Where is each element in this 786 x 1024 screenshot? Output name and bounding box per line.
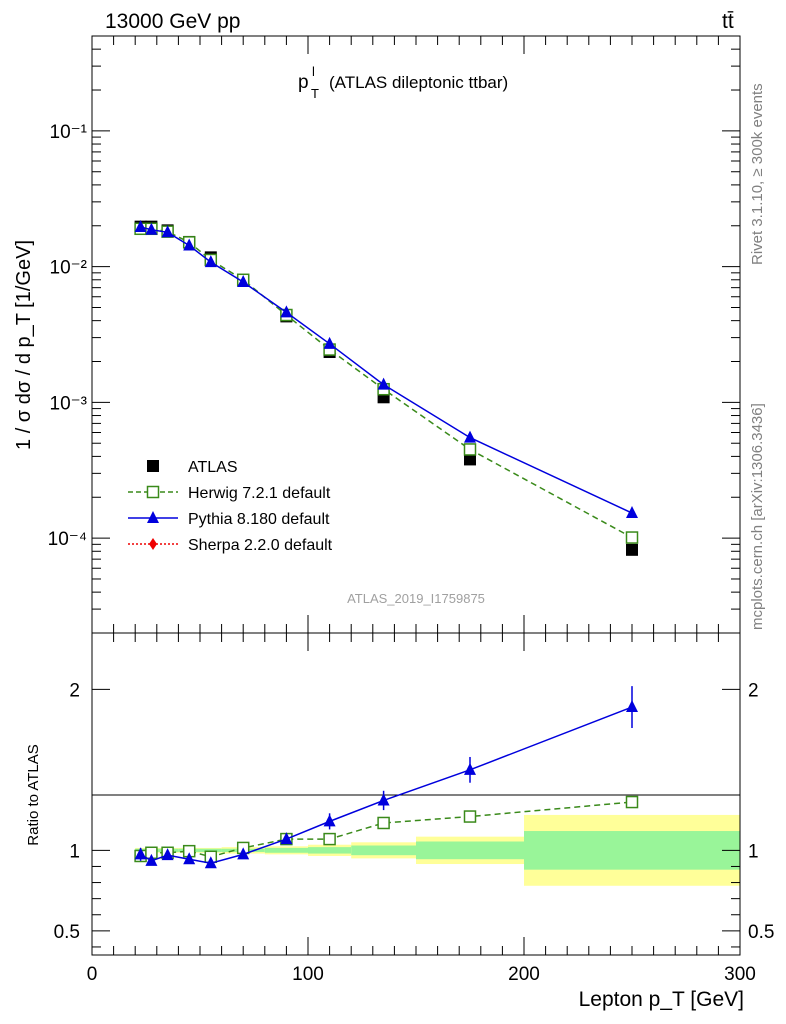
ratio-y-tick-label: 0.5 — [54, 922, 80, 943]
plot-title-sup: l — [312, 64, 315, 79]
herwig-ratio-point — [323, 832, 336, 846]
herwig-ratio-point — [463, 810, 477, 823]
x-tick-label: 100 — [292, 964, 324, 985]
legend-label: Herwig 7.2.1 default — [188, 485, 331, 502]
pythia-mc-point — [464, 430, 476, 443]
pythia-ratio-point — [237, 847, 250, 860]
pythia-mc-point — [377, 377, 390, 390]
x-tick-label: 0 — [87, 964, 98, 985]
ratio-panel: 0.5 0.5 1 1 2 2 0 100 200 300 — [54, 632, 774, 985]
legend-marker-sherpa — [149, 538, 157, 550]
ratio-frame — [91, 632, 741, 956]
main-y-tick-label: 10⁻⁴ — [48, 529, 87, 550]
main-y-tick-label: 10⁻² — [50, 258, 88, 279]
legend-marker-atlas — [147, 460, 159, 472]
analysis-id-label: ATLAS_2019_I1759875 — [347, 591, 485, 606]
pythia-ratio-point — [134, 847, 147, 860]
pythia-ratio-point — [161, 848, 174, 861]
ratio-y-tick-label-right: 2 — [748, 680, 759, 701]
herwig-ratio-point — [377, 816, 390, 830]
plot-title-main: p — [298, 72, 309, 93]
plot-title-sub: T — [311, 86, 319, 101]
atlas-data-point — [626, 543, 638, 556]
legend-marker-pythia — [147, 511, 159, 523]
ratio-band-inner — [200, 848, 222, 852]
pythia-mc-point — [145, 222, 158, 235]
ratio-y-tick-label-right: 1 — [748, 841, 759, 862]
plot-title: p — [298, 72, 309, 93]
pythia-ratio-point — [323, 814, 336, 827]
mcplots-label: mcplots.cern.ch [arXiv:1306.3436] — [749, 403, 766, 630]
pythia-ratio-point — [204, 856, 217, 869]
main-y-tick-label: 10⁻¹ — [50, 122, 88, 143]
ratio-y-tick-label-right: 0.5 — [748, 922, 774, 943]
legend-label: Sherpa 2.2.0 default — [188, 537, 333, 554]
pythia-ratio-point — [626, 700, 638, 713]
herwig-ratio-point — [625, 795, 639, 809]
legend-label: Pythia 8.180 default — [188, 511, 330, 528]
pythia-mc-point — [280, 305, 293, 318]
ratio-band-inner — [351, 845, 416, 856]
pythia-ratio-point — [183, 852, 196, 865]
plot-title-rest: (ATLAS dileptonic ttbar) — [329, 73, 508, 92]
ratio-band-inner — [264, 847, 308, 853]
ratio-band-inner — [524, 831, 740, 870]
pythia-mc-point — [237, 275, 250, 288]
rivet-version-label: Rivet 3.1.10, ≥ 300k events — [749, 83, 766, 265]
pythia-ratio-point — [377, 793, 390, 806]
herwig-mc-point — [625, 531, 639, 544]
main-y-axis-title: 1 / σ dσ / d p_T [1/GeV] — [13, 240, 35, 450]
energy-label: 13000 GeV pp — [105, 10, 240, 33]
ratio-band-inner — [308, 847, 352, 854]
pythia-mc-point — [161, 225, 174, 238]
pythia-mc-point — [323, 336, 336, 349]
pythia-mc-point — [626, 506, 638, 519]
herwig-mc-point — [463, 443, 477, 456]
pythia-mc-point — [204, 255, 217, 268]
pythia-ratio-point — [464, 762, 476, 775]
process-label: tt̄ — [722, 10, 734, 33]
ratio-y-tick-label: 2 — [69, 680, 80, 701]
pythia-ratio-point — [145, 853, 158, 866]
x-tick-label: 200 — [508, 964, 540, 985]
x-tick-label: 300 — [724, 964, 756, 985]
pythia-ratio-point — [280, 832, 293, 845]
ratio-y-axis-title: Ratio to ATLAS — [25, 744, 42, 845]
x-axis-title: Lepton p_T [GeV] — [579, 988, 744, 1011]
legend-label: ATLAS — [188, 459, 238, 476]
legend-marker-herwig — [146, 485, 160, 499]
pythia-mc-point — [183, 238, 196, 251]
pythia-mc-point — [134, 219, 147, 232]
main-panel: 10⁻⁴ 10⁻³ 10⁻² 10⁻¹ p l T (ATLAS dileptonic… — [48, 35, 741, 634]
ratio-band-inner — [416, 841, 524, 860]
main-y-tick-label: 10⁻³ — [50, 393, 88, 414]
legend: ATLAS Herwig 7.2.1 default Pythia 8.180 de… — [128, 459, 333, 554]
ratio-y-tick-label: 1 — [69, 841, 80, 862]
atlas-data-point — [464, 453, 476, 466]
